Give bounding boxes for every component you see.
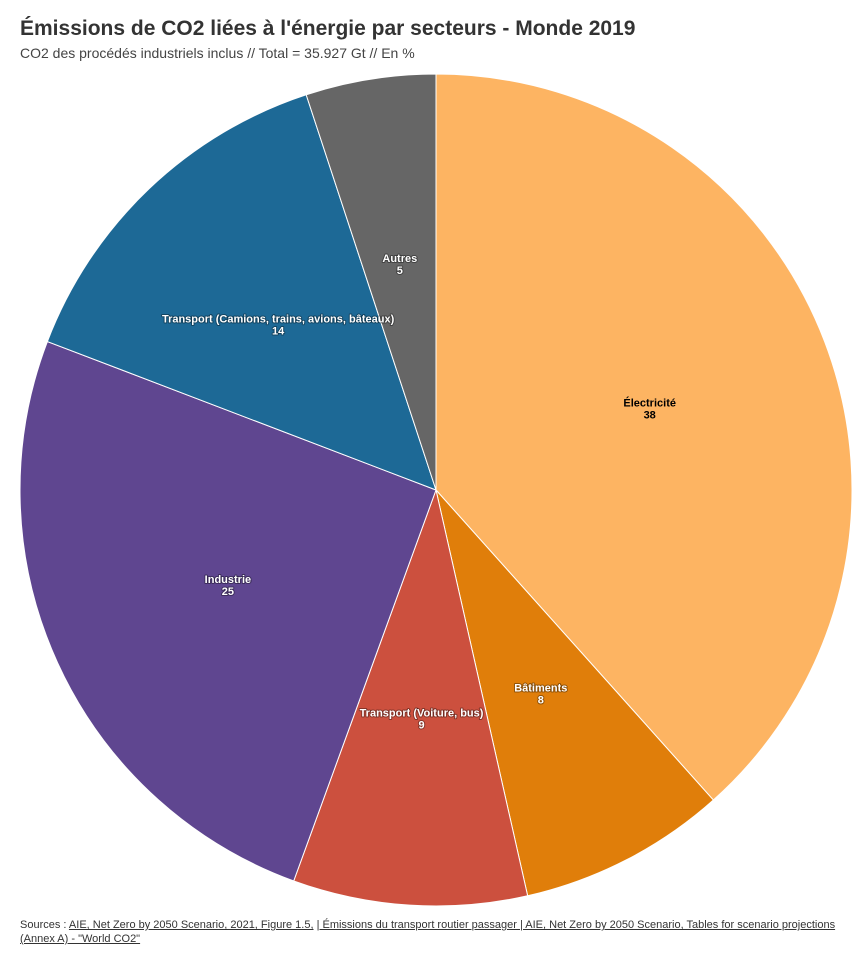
sources-note: Sources : AIE, Net Zero by 2050 Scenario… — [20, 918, 850, 946]
pie-slice-autres — [305, 73, 437, 491]
slice-label-transport-voiture-bus: Transport (Voiture, bus) — [360, 707, 484, 719]
slice-value-transport-voiture-bus: 9 — [418, 719, 424, 731]
slice-label-electricite: Électricité — [623, 396, 676, 409]
pie-slice-transport-camions-trains-avions-bateaux — [46, 94, 437, 491]
slice-label-industrie: Industrie — [205, 574, 251, 586]
chart-subtitle: CO2 des procédés industriels inclus // T… — [20, 45, 415, 61]
pie-slice-batiments — [435, 488, 715, 897]
pie-slice-transport-voiture-bus — [293, 488, 529, 907]
chart-title: Émissions de CO2 liées à l'énergie par s… — [20, 17, 636, 40]
pie-slice-electricite — [435, 73, 853, 801]
source-link-aie-tables[interactable]: | Émissions du transport routier passage… — [20, 919, 836, 945]
source-link-aie-figure[interactable]: AIE, Net Zero by 2050 Scenario, 2021, Fi… — [68, 919, 314, 931]
slice-value-electricite: 38 — [644, 409, 656, 421]
slice-value-autres: 5 — [397, 265, 403, 277]
slice-value-transport-camions-trains-avions-bateaux: 14 — [272, 325, 285, 337]
pie-slice-industrie — [19, 340, 437, 882]
pie-slices — [19, 73, 853, 907]
slice-value-batiments: 8 — [538, 694, 544, 706]
sources-prefix: Sources : — [20, 919, 69, 931]
slice-value-industrie: 25 — [222, 586, 234, 598]
slice-label-autres: Autres — [382, 253, 417, 265]
slice-label-batiments: Bâtiments — [514, 682, 567, 694]
slice-label-transport-camions-trains-avions-bateaux: Transport (Camions, trains, avions, bâte… — [162, 313, 395, 325]
